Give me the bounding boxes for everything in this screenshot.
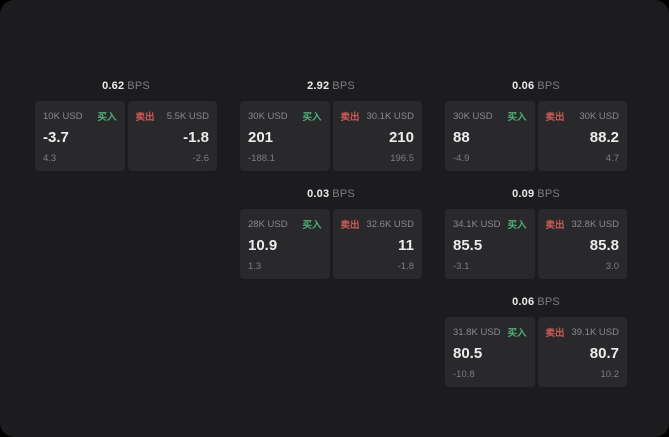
buy-price: 88 xyxy=(453,129,470,146)
sell-delta: 10.2 xyxy=(600,369,620,380)
buy-panel[interactable]: 30K USD 买入 201 -188.1 xyxy=(240,101,330,171)
buy-label: 买入 xyxy=(302,220,322,231)
buy-price: 80.5 xyxy=(453,345,483,362)
sell-size: 30.1K USD xyxy=(366,110,414,122)
sell-delta: -2.6 xyxy=(192,153,209,164)
bps-header: 0.09 BPS xyxy=(445,188,627,200)
sell-label: 卖出 xyxy=(545,328,565,339)
buy-panel[interactable]: 31.8K USD 买入 80.5 -10.8 xyxy=(445,317,535,387)
bps-unit: BPS xyxy=(332,188,355,200)
sell-label: 卖出 xyxy=(545,220,565,231)
buy-size: 30K USD xyxy=(453,110,493,122)
sell-panel[interactable]: 卖出 32.8K USD 85.8 3.0 xyxy=(537,209,627,279)
sell-size: 32.6K USD xyxy=(366,218,414,230)
sell-price: 210 xyxy=(388,129,414,146)
buy-size: 31.8K USD xyxy=(453,326,501,338)
buy-price: 85.5 xyxy=(453,237,483,254)
buy-price: 201 xyxy=(248,129,274,146)
bps-value: 0.03 xyxy=(307,188,330,200)
sell-price: 88.2 xyxy=(589,129,619,146)
buy-size: 30K USD xyxy=(248,110,288,122)
quote-card: 0.09 BPS 34.1K USD 买入 85.5 -3.1 卖出 32.8K … xyxy=(445,188,627,279)
buy-delta: -3.1 xyxy=(453,261,470,272)
bps-header: 0.03 BPS xyxy=(240,188,422,200)
sell-label: 卖出 xyxy=(545,112,565,123)
sell-panel[interactable]: 卖出 5.5K USD -1.8 -2.6 xyxy=(127,101,217,171)
sell-size: 5.5K USD xyxy=(166,110,209,122)
buy-panel[interactable]: 10K USD 买入 -3.7 4.3 xyxy=(35,101,125,171)
sell-panel[interactable]: 卖出 32.6K USD 11 -1.8 xyxy=(332,209,422,279)
sell-delta: 3.0 xyxy=(605,261,619,272)
buy-price: 10.9 xyxy=(248,237,278,254)
sell-price: 85.8 xyxy=(589,237,619,254)
sell-price: 11 xyxy=(398,237,414,254)
buy-size: 34.1K USD xyxy=(453,218,501,230)
sell-delta: 196.5 xyxy=(390,153,414,164)
sell-delta: -1.8 xyxy=(397,261,414,272)
buy-label: 买入 xyxy=(507,220,527,231)
sell-label: 卖出 xyxy=(340,112,360,123)
buy-size: 28K USD xyxy=(248,218,288,230)
buy-label: 买入 xyxy=(302,112,322,123)
buy-price: -3.7 xyxy=(43,129,69,146)
sell-panel[interactable]: 卖出 30K USD 88.2 4.7 xyxy=(537,101,627,171)
bps-value: 0.62 xyxy=(102,80,125,92)
sell-delta: 4.7 xyxy=(605,153,619,164)
buy-panel[interactable]: 28K USD 买入 10.9 1.3 xyxy=(240,209,330,279)
quote-card: 2.92 BPS 30K USD 买入 201 -188.1 卖出 30.1K U… xyxy=(240,80,422,171)
buy-label: 买入 xyxy=(507,328,527,339)
quote-card: 0.06 BPS 31.8K USD 买入 80.5 -10.8 卖出 39.1K… xyxy=(445,296,627,387)
bps-value: 2.92 xyxy=(307,80,330,92)
buy-delta: -188.1 xyxy=(248,153,275,164)
bps-header: 0.62 BPS xyxy=(35,80,217,92)
sell-label: 卖出 xyxy=(135,112,155,123)
bps-value: 0.09 xyxy=(512,188,535,200)
sell-size: 32.8K USD xyxy=(571,218,619,230)
buy-panel[interactable]: 30K USD 买入 88 -4.9 xyxy=(445,101,535,171)
buy-label: 买入 xyxy=(97,112,117,123)
quote-card: 0.06 BPS 30K USD 买入 88 -4.9 卖出 30K USD 88… xyxy=(445,80,627,171)
buy-panel[interactable]: 34.1K USD 买入 85.5 -3.1 xyxy=(445,209,535,279)
buy-delta: 1.3 xyxy=(248,261,262,272)
bps-unit: BPS xyxy=(537,296,560,308)
bps-unit: BPS xyxy=(127,80,150,92)
sell-size: 30K USD xyxy=(579,110,619,122)
quote-card: 0.03 BPS 28K USD 买入 10.9 1.3 卖出 32.6K USD… xyxy=(240,188,422,279)
bps-value: 0.06 xyxy=(512,296,535,308)
buy-delta: -4.9 xyxy=(453,153,470,164)
bps-header: 2.92 BPS xyxy=(240,80,422,92)
quote-card: 0.62 BPS 10K USD 买入 -3.7 4.3 卖出 5.5K USD … xyxy=(35,80,217,171)
buy-delta: -10.8 xyxy=(453,369,475,380)
bps-unit: BPS xyxy=(537,188,560,200)
sell-price: 80.7 xyxy=(589,345,619,362)
buy-size: 10K USD xyxy=(43,110,83,122)
bps-unit: BPS xyxy=(537,80,560,92)
bps-value: 0.06 xyxy=(512,80,535,92)
buy-delta: 4.3 xyxy=(43,153,57,164)
sell-panel[interactable]: 卖出 39.1K USD 80.7 10.2 xyxy=(537,317,627,387)
buy-label: 买入 xyxy=(507,112,527,123)
sell-price: -1.8 xyxy=(183,129,209,146)
sell-label: 卖出 xyxy=(340,220,360,231)
bps-unit: BPS xyxy=(332,80,355,92)
bps-header: 0.06 BPS xyxy=(445,80,627,92)
sell-size: 39.1K USD xyxy=(571,326,619,338)
sell-panel[interactable]: 卖出 30.1K USD 210 196.5 xyxy=(332,101,422,171)
bps-header: 0.06 BPS xyxy=(445,296,627,308)
